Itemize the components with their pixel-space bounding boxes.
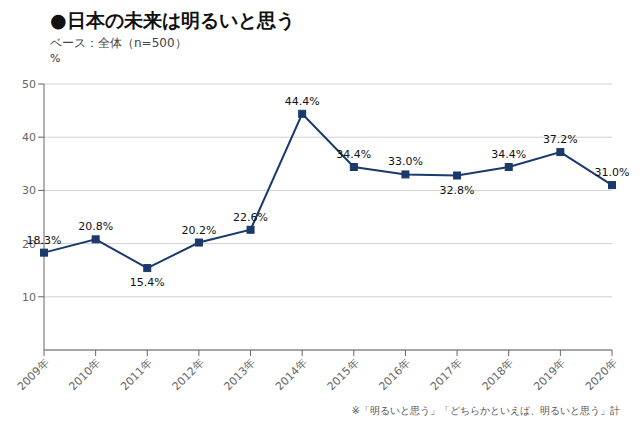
- svg-text:2012年: 2012年: [170, 356, 207, 393]
- svg-text:37.2%: 37.2%: [543, 133, 578, 146]
- svg-text:2020年: 2020年: [583, 356, 620, 393]
- svg-text:2011年: 2011年: [118, 356, 155, 393]
- svg-text:2015年: 2015年: [325, 356, 362, 393]
- svg-text:2010年: 2010年: [67, 356, 104, 393]
- svg-text:18.3%: 18.3%: [27, 234, 62, 247]
- svg-text:15.4%: 15.4%: [130, 276, 165, 289]
- svg-text:31.0%: 31.0%: [595, 166, 630, 179]
- svg-text:34.4%: 34.4%: [491, 148, 526, 161]
- svg-text:33.0%: 33.0%: [388, 155, 423, 168]
- svg-text:40: 40: [22, 131, 36, 144]
- svg-text:30: 30: [22, 184, 36, 197]
- svg-text:22.6%: 22.6%: [233, 211, 268, 224]
- svg-text:2009年: 2009年: [15, 356, 52, 393]
- svg-text:50: 50: [22, 78, 36, 91]
- svg-text:10: 10: [22, 291, 36, 304]
- html-text:●日本の未来は明るいと思う: ●日本の未来は明るいと思う: [50, 9, 295, 31]
- svg-text:20.2%: 20.2%: [181, 224, 216, 237]
- svg-text:34.4%: 34.4%: [336, 148, 371, 161]
- svg-text:2014年: 2014年: [273, 356, 310, 393]
- svg-text:20.8%: 20.8%: [78, 220, 113, 233]
- svg-text:32.8%: 32.8%: [440, 184, 475, 197]
- svg-text:2016年: 2016年: [376, 356, 413, 393]
- html-text:※「明るいと思う」「どちらかといえば、明るいと思う」計: ※「明るいと思う」「どちらかといえば、明るいと思う」計: [351, 405, 620, 416]
- svg-text:2013年: 2013年: [221, 356, 258, 393]
- svg-text:44.4%: 44.4%: [285, 95, 320, 108]
- svg-text:2019年: 2019年: [531, 356, 568, 393]
- svg-text:2017年: 2017年: [428, 356, 465, 393]
- svg-text:2018年: 2018年: [480, 356, 517, 393]
- html-text:ベース：全体（n=500）: ベース：全体（n=500）: [50, 36, 187, 50]
